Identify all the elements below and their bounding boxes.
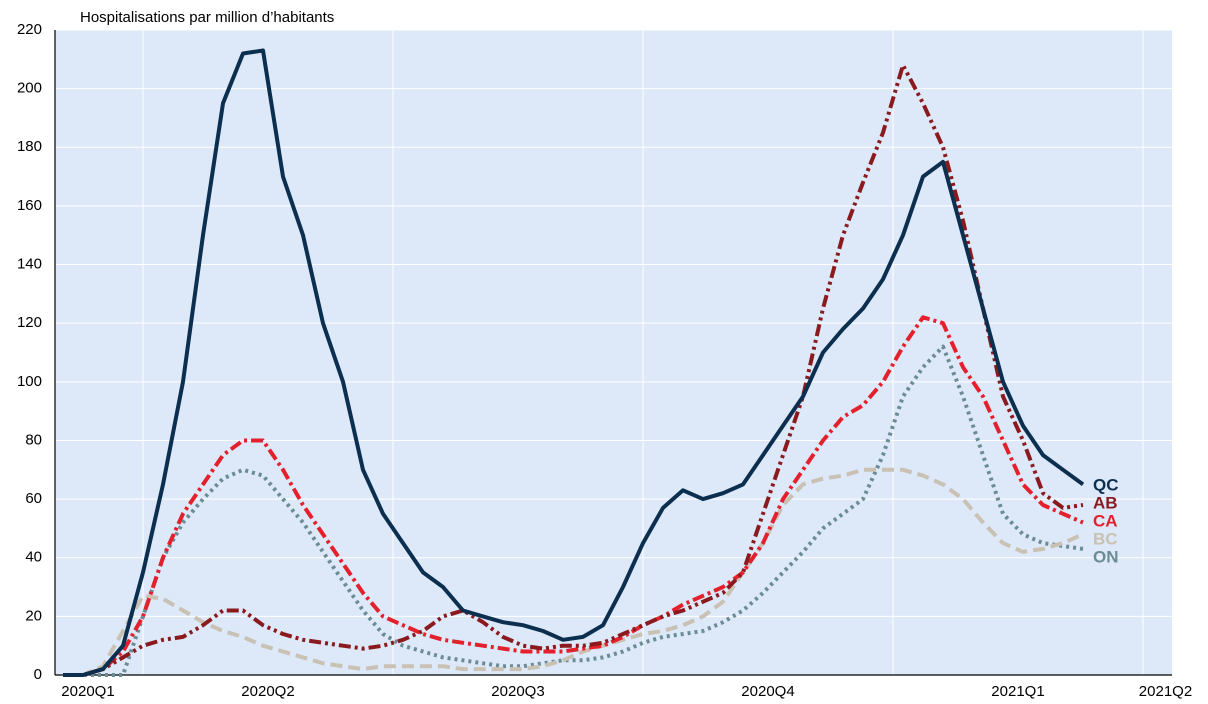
series-line [63,63,1084,677]
y-tick-label: 120 [17,314,42,331]
y-tick-label: 100 [17,373,42,390]
y-tick-label: 20 [25,607,42,624]
y-tick-label: 220 [17,21,42,38]
y-tick-label: 200 [17,80,42,97]
y-tick-label: 60 [25,490,42,507]
legend-label: ON [1093,547,1119,566]
y-tick-label: 80 [25,431,42,448]
series-line [63,315,1084,677]
y-tick-label: 0 [34,666,42,683]
x-tick-label: 2021Q2 [1139,683,1192,700]
y-tick-label: 160 [17,197,42,214]
x-tick-label: 2021Q1 [991,683,1044,700]
x-tick-label: 2020Q1 [61,683,114,700]
x-tick-label: 2020Q3 [491,683,544,700]
y-tick-label: 40 [25,549,42,566]
legend-label: AB [1093,493,1118,512]
plot-area [55,30,1172,675]
series-line [63,344,1084,677]
series-line [63,48,1085,677]
legend-label: CA [1093,511,1118,530]
y-tick-label: 140 [17,256,42,273]
x-tick-label: 2020Q2 [241,683,294,700]
legend-label: BC [1093,529,1118,548]
y-axis-title: Hospitalisations par million d’habitants [80,9,334,26]
series-line [63,467,1084,677]
x-tick-label: 2020Q4 [741,683,794,700]
legend-label: QC [1093,475,1119,494]
y-tick-label: 180 [17,138,42,155]
